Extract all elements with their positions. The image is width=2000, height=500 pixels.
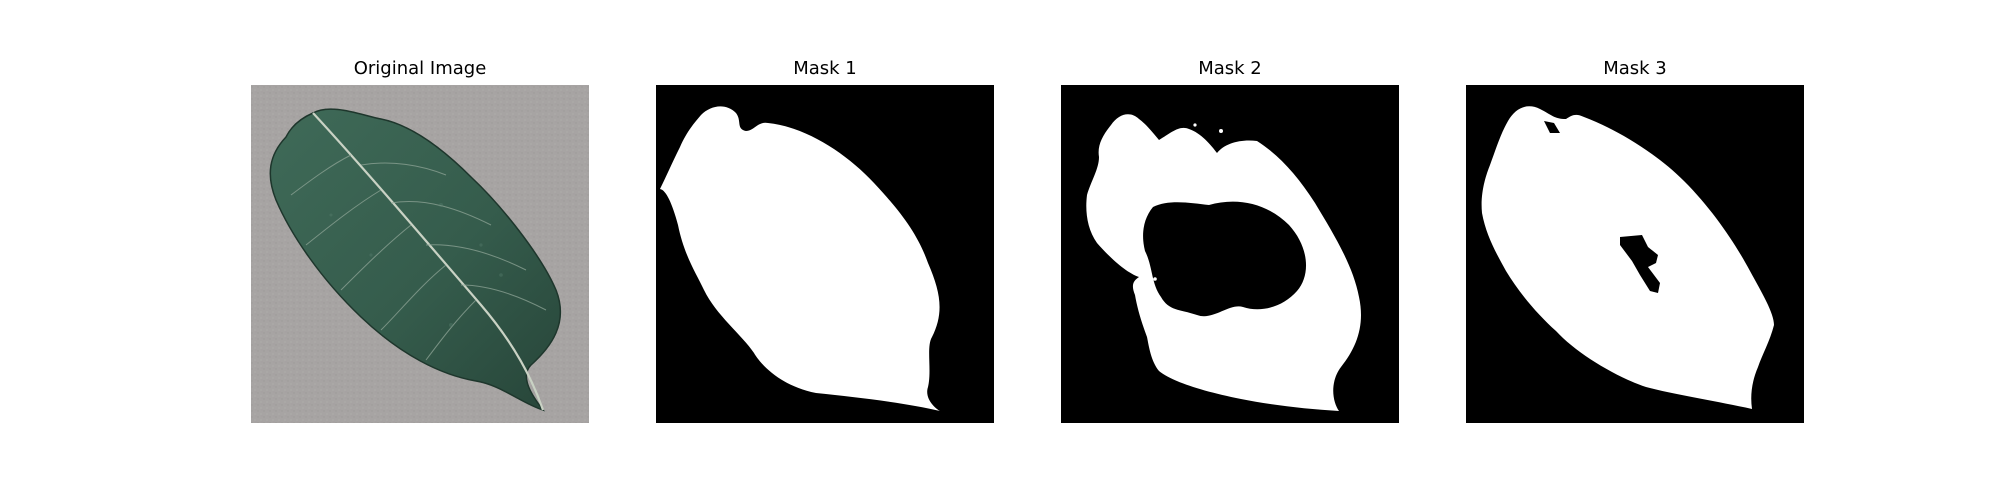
panel-title-mask-3: Mask 3 <box>1603 58 1667 79</box>
leaf-veins <box>290 154 547 361</box>
leaf-photo <box>251 85 589 423</box>
original-image-panel <box>251 85 589 423</box>
panel-title-mask-1: Mask 1 <box>793 58 857 79</box>
mask-2-panel <box>1061 85 1399 423</box>
mask-3-foreground <box>1481 106 1774 410</box>
mask-2-foreground <box>1086 114 1361 411</box>
mask-1-panel <box>656 85 994 423</box>
panel-title-mask-2: Mask 2 <box>1198 58 1262 79</box>
mask-2-noise <box>1137 123 1223 281</box>
mask-1-image <box>656 85 994 423</box>
leaf-midrib <box>312 112 545 411</box>
panel-title-original: Original Image <box>353 58 487 79</box>
mask-1-foreground <box>660 106 940 412</box>
mask-3-image <box>1466 85 1804 423</box>
mask-3-panel <box>1466 85 1804 423</box>
leaf-texture <box>329 203 503 327</box>
mask-2-image <box>1061 85 1399 423</box>
